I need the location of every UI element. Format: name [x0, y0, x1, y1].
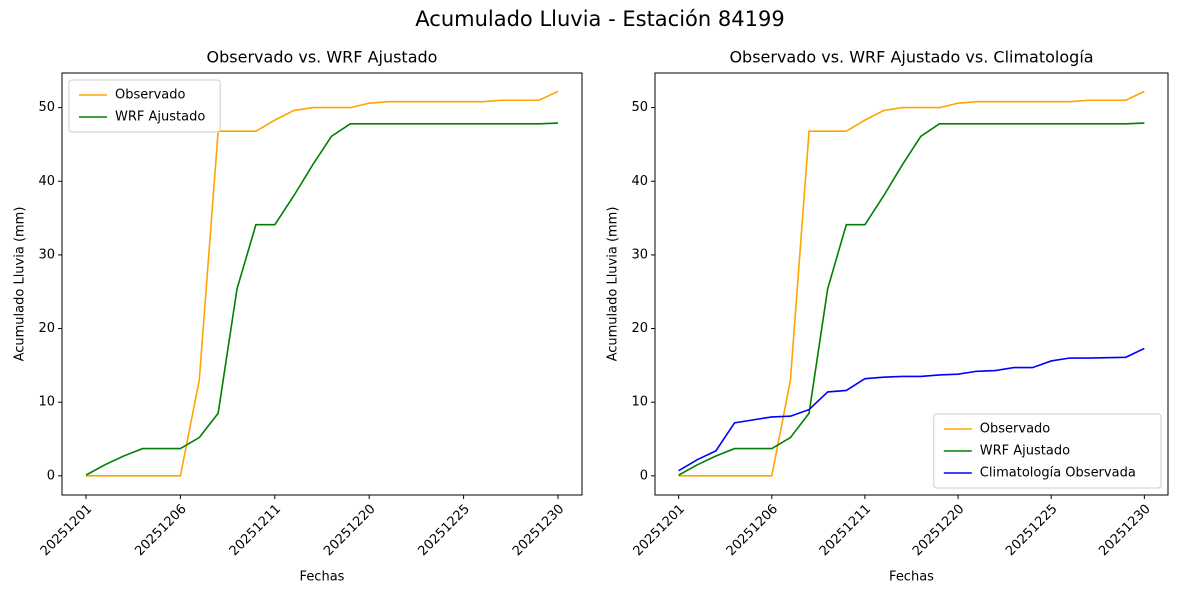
axes-frame [61, 72, 583, 496]
y-tick-label: 20 [38, 321, 55, 336]
y-tick-label: 0 [640, 468, 648, 483]
y-tick-label: 20 [631, 321, 648, 336]
x-tick-label: 20251230 [510, 502, 567, 559]
legend-box [933, 413, 1162, 489]
x-axis-label: Fechas [889, 570, 934, 585]
legend-label: Climatología Observada [980, 466, 1136, 481]
x-tick-label: 20251230 [1096, 502, 1153, 559]
legend-label: Observado [115, 88, 186, 103]
series-line [678, 122, 1145, 476]
x-tick-label: 20251211 [817, 502, 874, 559]
y-axis-label: Acumulado Lluvia (mm) [13, 207, 28, 362]
legend-box [68, 79, 221, 133]
y-tick-label: 10 [631, 395, 648, 410]
x-tick-label: 20251220 [910, 502, 967, 559]
x-tick-label: 20251211 [227, 502, 284, 559]
x-tick-label: 20251225 [1003, 502, 1060, 559]
y-tick-label: 50 [631, 100, 648, 115]
x-tick-label: 20251201 [631, 502, 688, 559]
y-tick-label: 30 [631, 247, 648, 262]
legend-label: WRF Ajustado [980, 444, 1070, 459]
y-tick-label: 30 [38, 247, 55, 262]
y-tick-label: 40 [38, 174, 55, 189]
figure-title: Acumulado Lluvia - Estación 84199 [415, 7, 784, 31]
series-line [678, 90, 1145, 477]
series-line [85, 122, 559, 476]
y-tick-label: 50 [38, 100, 55, 115]
y-tick-label: 0 [47, 468, 55, 483]
axes-frame [654, 72, 1169, 496]
y-axis-label: Acumulado Lluvia (mm) [606, 207, 621, 362]
x-tick-label: 20251206 [132, 502, 189, 559]
legend-label: Observado [980, 422, 1051, 437]
series-line [678, 347, 1145, 472]
axes-title: Observado vs. WRF Ajustado [207, 48, 438, 67]
y-tick-label: 40 [631, 174, 648, 189]
x-tick-label: 20251201 [38, 502, 95, 559]
x-axis-label: Fechas [300, 570, 345, 585]
axes-title: Observado vs. WRF Ajustado vs. Climatolo… [729, 48, 1093, 67]
x-tick-label: 20251220 [321, 502, 378, 559]
series-line [85, 90, 559, 477]
legend-label: WRF Ajustado [115, 110, 205, 125]
x-tick-label: 20251206 [724, 502, 781, 559]
x-tick-label: 20251225 [416, 502, 473, 559]
y-tick-label: 10 [38, 395, 55, 410]
